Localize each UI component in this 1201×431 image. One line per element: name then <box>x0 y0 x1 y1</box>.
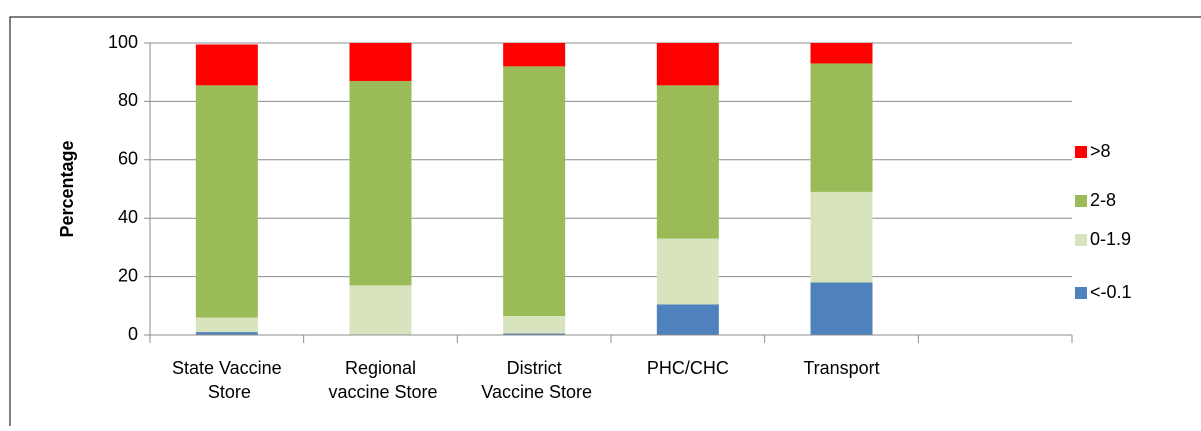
bar-segment <box>656 304 719 335</box>
bar-segment <box>349 43 412 81</box>
legend-swatch <box>1075 234 1087 246</box>
x-tick-label: State Vaccine Store <box>172 358 282 402</box>
bar-segment <box>195 332 258 335</box>
bar-segment <box>503 43 566 67</box>
bar-segment <box>349 285 412 335</box>
y-tick-label: 40 <box>118 207 138 227</box>
x-tick-label: District Vaccine Store <box>476 358 592 402</box>
bar-segment <box>195 317 258 333</box>
bar-segment <box>810 191 873 283</box>
legend-label: <-0.1 <box>1090 282 1132 302</box>
bar-segment <box>503 66 566 317</box>
bar-segment <box>656 43 719 86</box>
x-tick-label: PHC/CHC <box>647 358 729 378</box>
bar-segment <box>810 282 873 335</box>
y-tick-label: 20 <box>118 265 138 285</box>
legend-label: 2-8 <box>1090 190 1116 210</box>
bar-segment <box>656 238 719 305</box>
bar-segment <box>503 333 566 335</box>
bar-segment <box>656 85 719 239</box>
bar-segment <box>195 85 258 318</box>
bar-segment <box>810 43 873 64</box>
chart-frame <box>9 16 1201 431</box>
y-tick-label: 80 <box>118 90 138 110</box>
y-tick-label: 60 <box>118 149 138 169</box>
bar-segment <box>349 80 412 286</box>
legend-label: >8 <box>1090 141 1111 161</box>
x-tick-label: Regional vaccine Store <box>323 358 437 402</box>
x-tick-label: Transport <box>803 358 879 378</box>
bar-segment <box>195 44 258 86</box>
legend-label: 0-1.9 <box>1090 229 1131 249</box>
legend-swatch <box>1075 287 1087 299</box>
legend-swatch <box>1075 146 1087 158</box>
bar-segment <box>810 63 873 192</box>
y-axis-label: Percentage <box>57 140 77 237</box>
y-tick-label: 0 <box>128 324 138 344</box>
y-tick-label: 100 <box>108 32 138 52</box>
bar-segment <box>503 316 566 334</box>
legend-swatch <box>1075 195 1087 207</box>
